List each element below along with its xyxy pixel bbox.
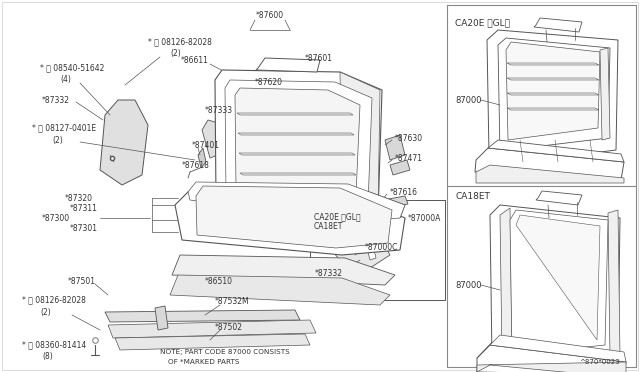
Polygon shape xyxy=(198,148,206,168)
Polygon shape xyxy=(477,342,492,358)
Text: (2): (2) xyxy=(40,308,51,317)
Text: (4): (4) xyxy=(60,74,71,83)
Polygon shape xyxy=(490,335,626,362)
Text: *87601: *87601 xyxy=(305,54,333,62)
Text: CA20E 〈GL〉: CA20E 〈GL〉 xyxy=(314,212,360,221)
Polygon shape xyxy=(172,255,395,285)
Polygon shape xyxy=(507,108,599,110)
Polygon shape xyxy=(237,113,353,115)
Polygon shape xyxy=(488,140,624,162)
Polygon shape xyxy=(490,205,620,370)
Polygon shape xyxy=(225,80,372,215)
Polygon shape xyxy=(240,173,356,175)
Polygon shape xyxy=(238,133,354,135)
Polygon shape xyxy=(115,334,310,350)
Text: (8): (8) xyxy=(42,352,52,360)
Text: *87333: *87333 xyxy=(205,106,233,115)
Polygon shape xyxy=(500,208,512,358)
Polygon shape xyxy=(536,191,582,205)
Text: * Ⓑ 08126-82028: * Ⓑ 08126-82028 xyxy=(148,38,212,46)
Text: CA20E 〈GL〉: CA20E 〈GL〉 xyxy=(455,18,510,27)
Polygon shape xyxy=(155,306,168,330)
Text: *87000A: *87000A xyxy=(408,214,442,222)
Text: (2): (2) xyxy=(170,48,180,58)
Polygon shape xyxy=(600,48,610,140)
Polygon shape xyxy=(175,192,405,255)
Polygon shape xyxy=(256,58,320,72)
Text: *87616: *87616 xyxy=(390,187,418,196)
Text: * Ⓢ 08127-0401E: * Ⓢ 08127-0401E xyxy=(32,124,96,132)
Polygon shape xyxy=(368,250,376,260)
Text: *87301: *87301 xyxy=(70,224,98,232)
Polygon shape xyxy=(385,135,405,160)
Text: *87000C: *87000C xyxy=(365,244,398,253)
Text: * Ⓢ 08540-51642: * Ⓢ 08540-51642 xyxy=(40,64,104,73)
Text: *87332: *87332 xyxy=(42,96,70,105)
Polygon shape xyxy=(100,100,148,185)
Text: *87600: *87600 xyxy=(256,10,284,19)
Polygon shape xyxy=(476,165,624,183)
Text: OF *MARKED PARTS: OF *MARKED PARTS xyxy=(168,359,239,365)
Polygon shape xyxy=(498,38,610,155)
Text: *87471: *87471 xyxy=(395,154,423,163)
Polygon shape xyxy=(506,42,600,140)
Polygon shape xyxy=(475,148,624,180)
Polygon shape xyxy=(196,186,392,248)
Polygon shape xyxy=(507,63,599,65)
Text: CA18ET: CA18ET xyxy=(314,222,344,231)
Text: *87311: *87311 xyxy=(70,203,98,212)
Text: 87000: 87000 xyxy=(455,96,481,105)
Polygon shape xyxy=(383,196,408,208)
Text: 87000: 87000 xyxy=(455,280,481,289)
Text: * Ⓑ 08126-82028: * Ⓑ 08126-82028 xyxy=(22,295,86,305)
Text: *87620: *87620 xyxy=(255,77,283,87)
Text: *87630: *87630 xyxy=(395,134,423,142)
Polygon shape xyxy=(516,215,600,340)
Text: ^870*0023: ^870*0023 xyxy=(579,359,620,365)
Polygon shape xyxy=(507,78,599,80)
Polygon shape xyxy=(202,120,220,158)
Polygon shape xyxy=(342,184,405,218)
Text: *86510: *86510 xyxy=(205,278,233,286)
Text: *87300: *87300 xyxy=(42,214,70,222)
Text: CA18ET: CA18ET xyxy=(455,192,490,201)
Text: *86611: *86611 xyxy=(181,55,209,64)
Polygon shape xyxy=(534,18,582,32)
Text: *87401: *87401 xyxy=(192,141,220,150)
Polygon shape xyxy=(239,153,355,155)
Polygon shape xyxy=(215,70,382,222)
Text: *87320: *87320 xyxy=(65,193,93,202)
Text: * Ⓢ 08360-81414: * Ⓢ 08360-81414 xyxy=(22,340,86,350)
Polygon shape xyxy=(608,210,620,358)
Polygon shape xyxy=(340,72,380,215)
Text: NOTE; PART CODE 87000 CONSISTS: NOTE; PART CODE 87000 CONSISTS xyxy=(160,349,290,355)
Polygon shape xyxy=(108,320,316,338)
Text: (2): (2) xyxy=(52,135,63,144)
Polygon shape xyxy=(510,210,608,355)
Text: *87618: *87618 xyxy=(182,160,210,170)
Polygon shape xyxy=(477,345,626,372)
Text: *87502: *87502 xyxy=(215,324,243,333)
Polygon shape xyxy=(170,275,390,305)
Polygon shape xyxy=(507,93,599,95)
Text: *87501: *87501 xyxy=(68,278,96,286)
Polygon shape xyxy=(487,30,618,165)
Polygon shape xyxy=(390,160,410,175)
Polygon shape xyxy=(105,310,300,322)
Polygon shape xyxy=(330,238,390,268)
Text: *87332: *87332 xyxy=(315,269,343,278)
Text: *87532M: *87532M xyxy=(215,298,250,307)
Polygon shape xyxy=(235,88,360,207)
Polygon shape xyxy=(477,362,626,372)
Polygon shape xyxy=(188,182,405,222)
